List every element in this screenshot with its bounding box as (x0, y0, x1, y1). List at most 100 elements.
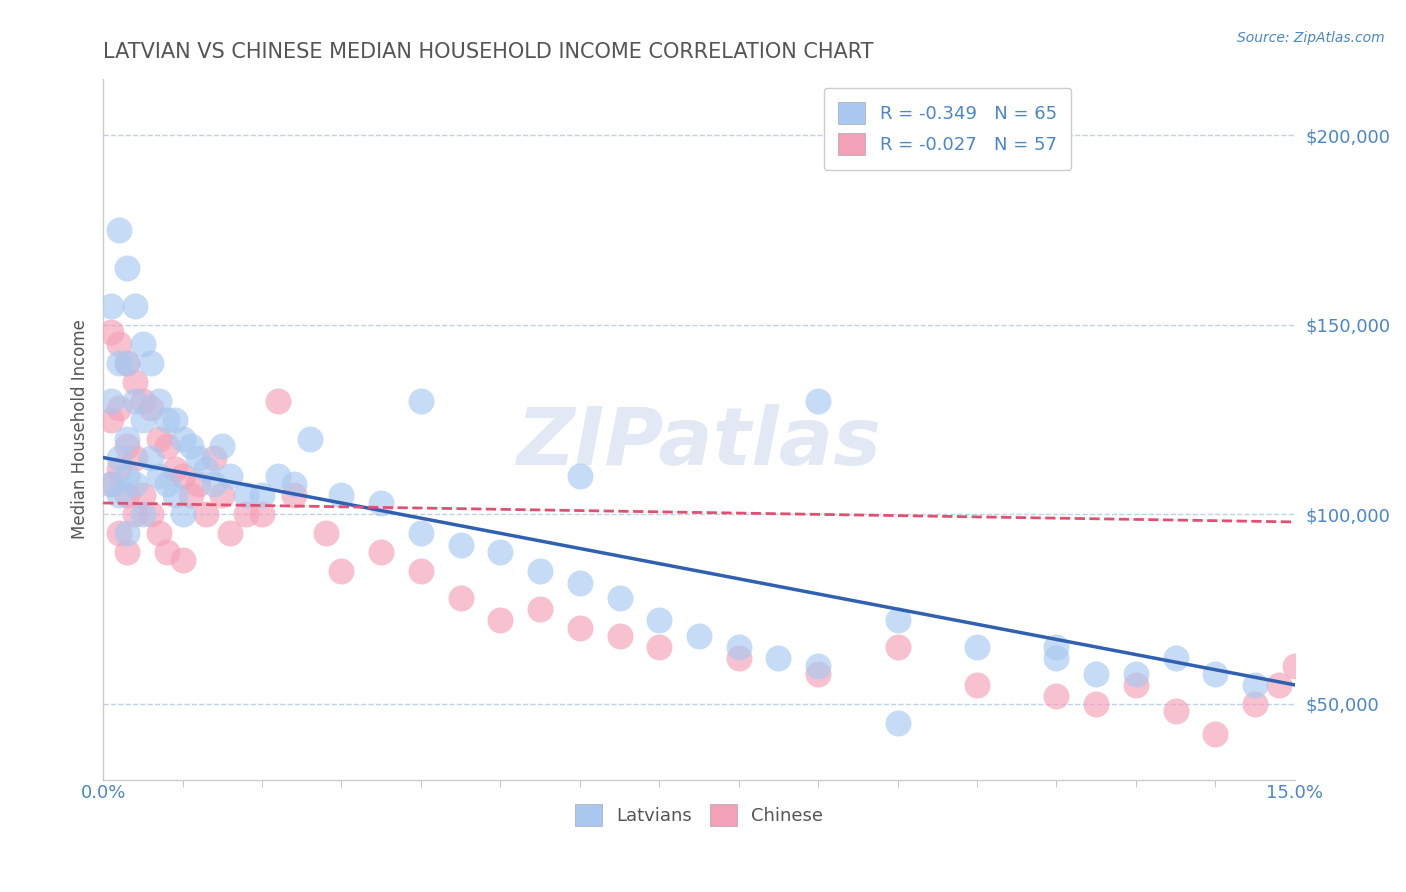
Point (132, 488, 155, 502)
Point (529, 602, 551, 616)
Point (124, 375, 146, 389)
Point (115, 261, 138, 276)
Point (108, 450, 131, 465)
Point (108, 356, 131, 370)
Point (409, 564, 432, 578)
Point (211, 488, 233, 502)
Point (139, 508, 162, 522)
Point (298, 432, 321, 446)
Point (1284, 659, 1306, 673)
Point (648, 614, 671, 628)
Point (1244, 678, 1267, 692)
Point (100, 393, 122, 408)
Point (609, 591, 631, 605)
Point (115, 526, 138, 541)
Point (1085, 697, 1108, 711)
Point (489, 614, 512, 628)
Point (807, 666, 830, 681)
Point (108, 401, 131, 416)
Point (283, 488, 305, 502)
Point (172, 432, 194, 446)
Point (886, 640, 908, 654)
Point (115, 488, 138, 502)
Point (108, 488, 131, 502)
Point (156, 439, 179, 453)
Point (235, 508, 257, 522)
Point (283, 477, 305, 491)
Point (124, 450, 146, 465)
Point (148, 526, 170, 541)
Point (609, 629, 631, 643)
Point (187, 477, 209, 491)
Point (187, 450, 209, 465)
Point (807, 393, 830, 408)
Point (1125, 666, 1147, 681)
Point (180, 488, 202, 502)
Point (966, 640, 988, 654)
Point (267, 393, 290, 408)
Point (409, 526, 432, 541)
Point (1204, 666, 1226, 681)
Point (115, 356, 138, 370)
Text: ZIPatlas: ZIPatlas (516, 404, 882, 482)
Point (195, 462, 218, 476)
Point (124, 477, 146, 491)
Point (156, 545, 179, 559)
Point (886, 614, 908, 628)
Point (156, 412, 179, 426)
Point (100, 299, 122, 313)
Point (172, 508, 194, 522)
Point (115, 469, 138, 483)
Point (211, 439, 233, 453)
Y-axis label: Median Household Income: Median Household Income (72, 319, 89, 539)
Point (1045, 640, 1067, 654)
Point (163, 488, 186, 502)
Point (1244, 697, 1267, 711)
Point (124, 508, 146, 522)
Point (139, 401, 162, 416)
Point (1268, 678, 1291, 692)
Point (195, 508, 218, 522)
Point (108, 223, 131, 237)
Point (807, 659, 830, 673)
Point (100, 412, 122, 426)
Point (180, 439, 202, 453)
Point (568, 621, 591, 635)
Point (132, 336, 155, 351)
Point (1125, 678, 1147, 692)
Point (124, 299, 146, 313)
Point (108, 526, 131, 541)
Point (202, 477, 225, 491)
Point (132, 393, 155, 408)
Text: Source: ZipAtlas.com: Source: ZipAtlas.com (1237, 31, 1385, 45)
Legend: Latvians, Chinese: Latvians, Chinese (567, 797, 831, 834)
Point (1045, 651, 1067, 665)
Point (489, 545, 512, 559)
Point (115, 432, 138, 446)
Point (163, 412, 186, 426)
Point (1164, 705, 1187, 719)
Point (370, 545, 392, 559)
Point (148, 432, 170, 446)
Point (156, 477, 179, 491)
Point (409, 393, 432, 408)
Point (267, 469, 290, 483)
Point (1045, 690, 1067, 704)
Point (115, 356, 138, 370)
Point (139, 356, 162, 370)
Point (172, 553, 194, 567)
Point (648, 640, 671, 654)
Point (108, 462, 131, 476)
Point (148, 393, 170, 408)
Point (370, 496, 392, 510)
Point (315, 526, 337, 541)
Point (568, 469, 591, 483)
Point (330, 488, 353, 502)
Point (450, 591, 472, 605)
Point (163, 462, 186, 476)
Point (219, 526, 242, 541)
Point (1204, 727, 1226, 741)
Point (1085, 666, 1108, 681)
Point (450, 538, 472, 552)
Point (235, 488, 257, 502)
